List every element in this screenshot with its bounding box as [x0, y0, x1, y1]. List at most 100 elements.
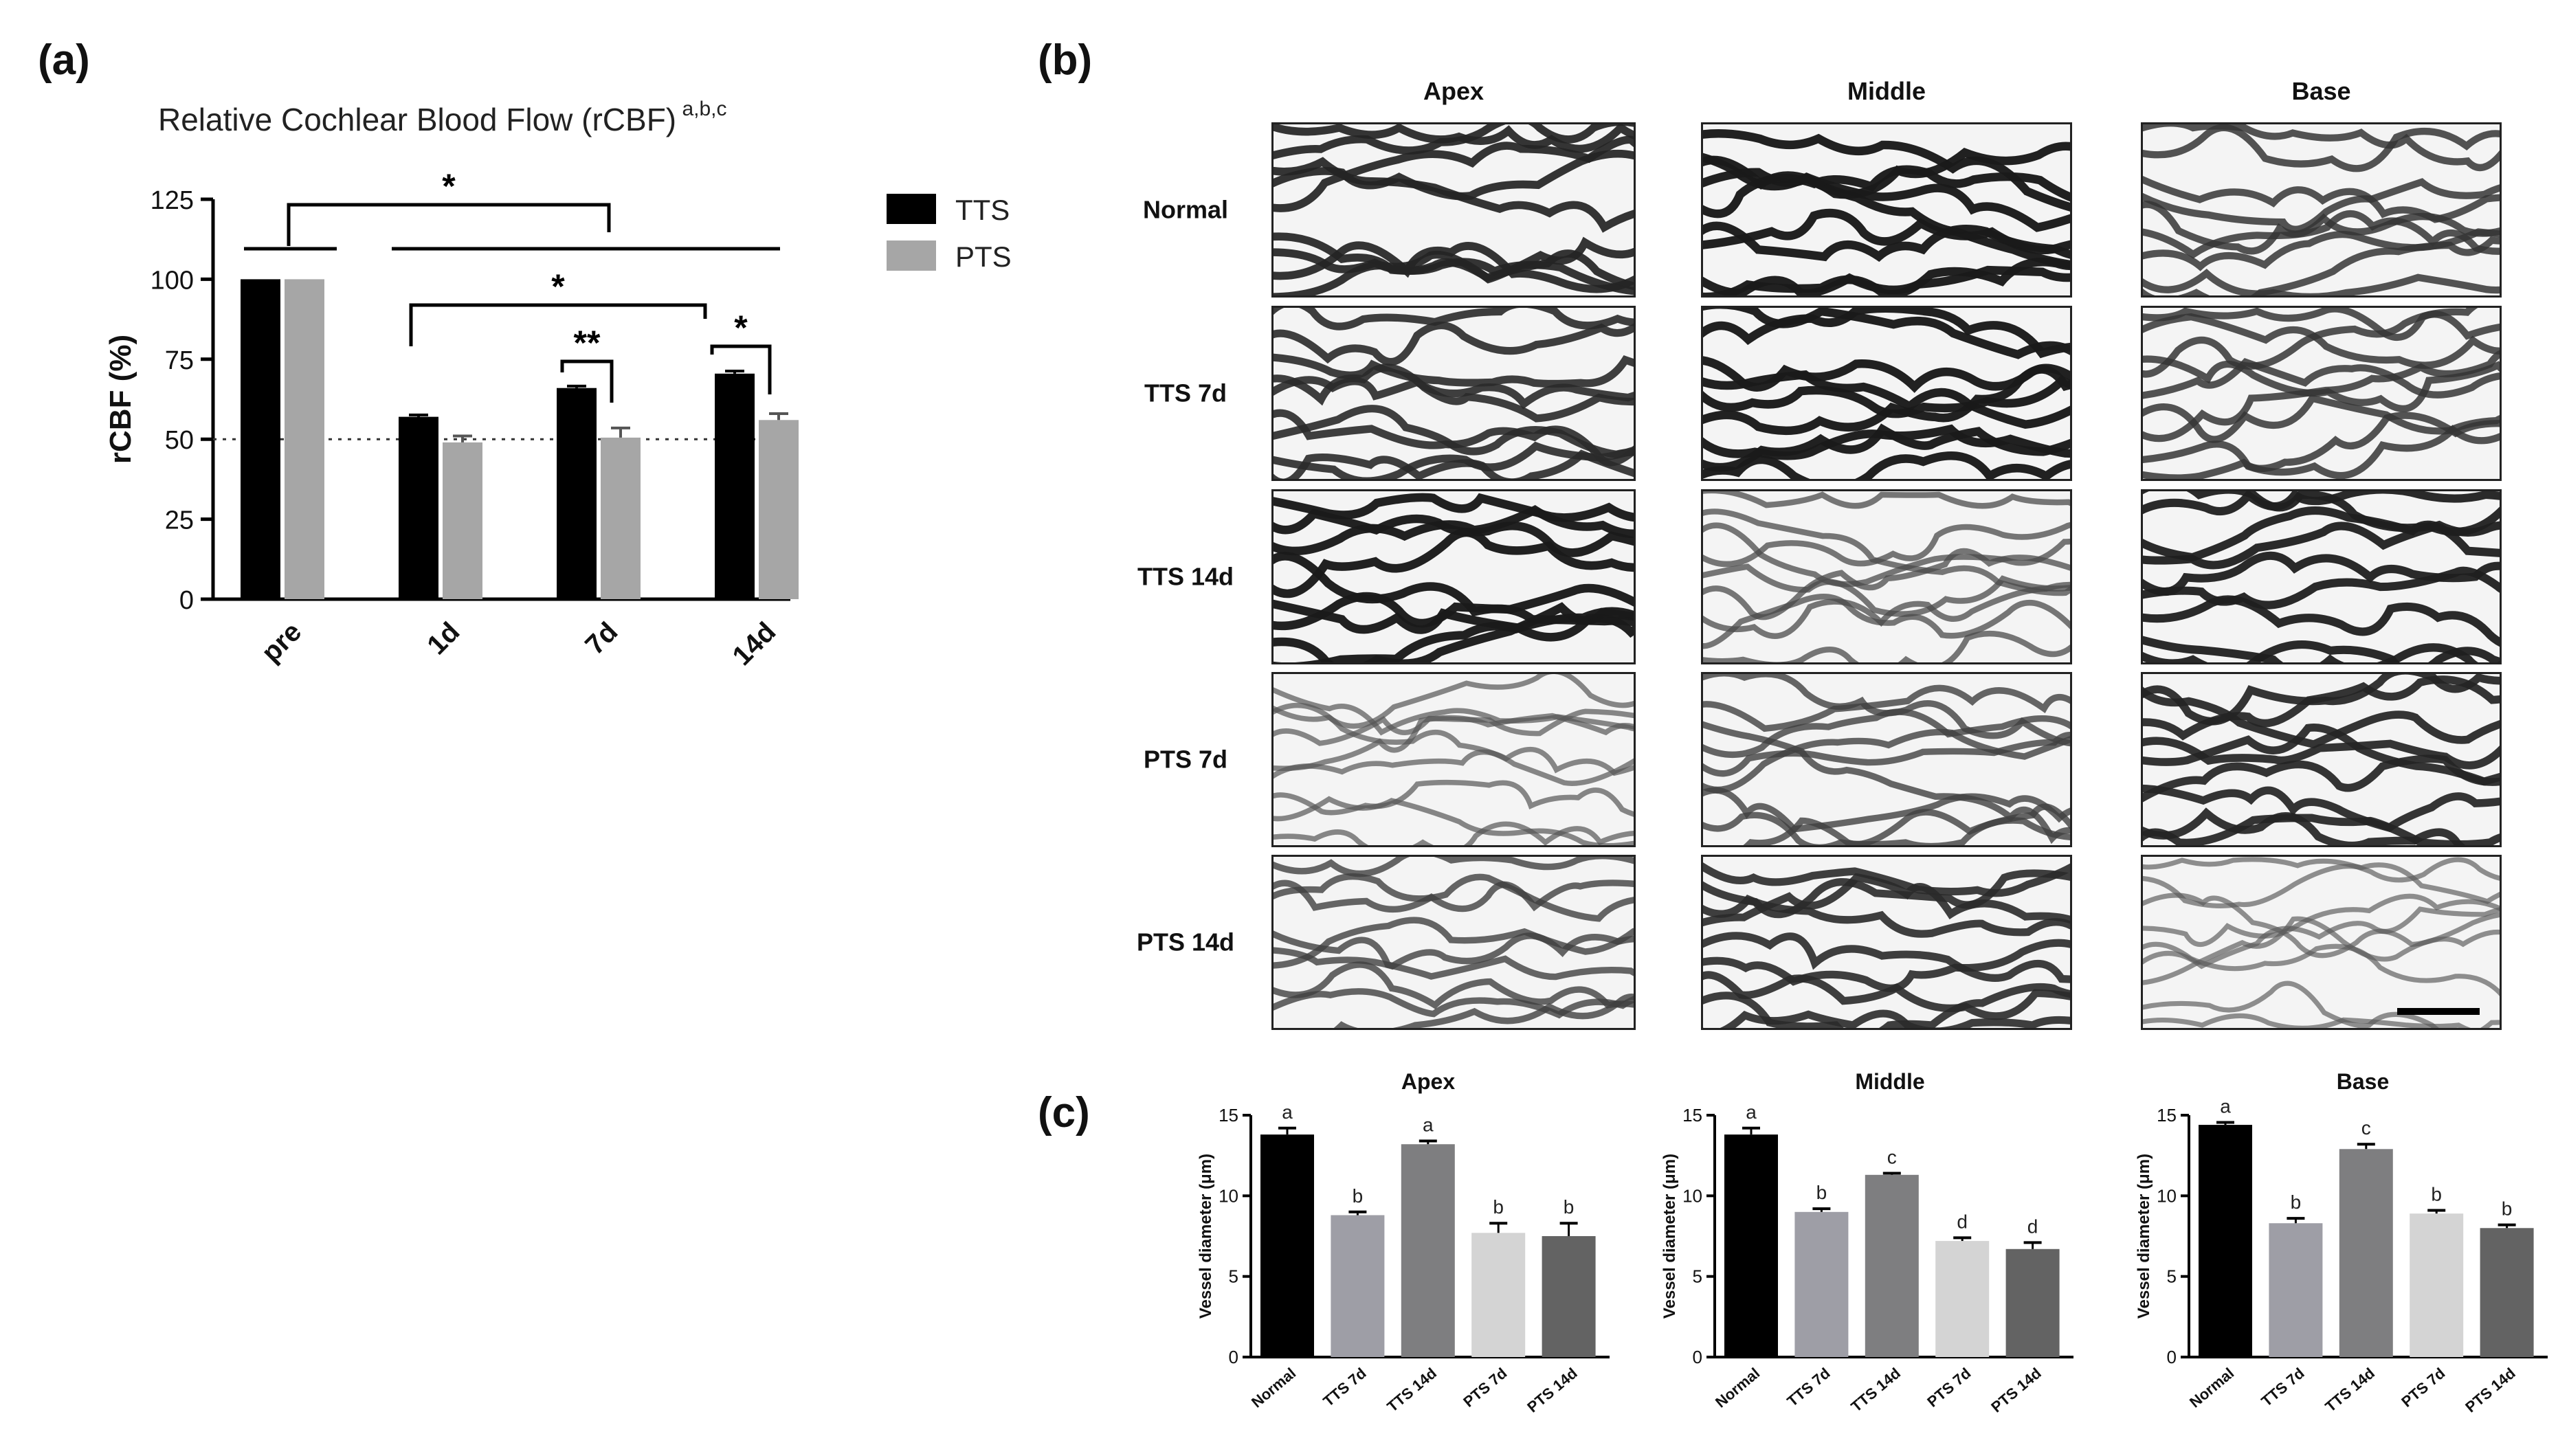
micrograph-vessel [2143, 675, 2500, 741]
chart-a-legend-label: PTS [955, 240, 1012, 273]
micrograph-vessel [1703, 728, 2070, 794]
chart-a-bar-pts [759, 420, 799, 599]
micrograph-vessel [1274, 124, 1634, 153]
micrograph-vessels [2143, 674, 2500, 845]
micrograph-pts-14d-base [2141, 855, 2502, 1030]
chart-a-bar-tts [241, 279, 280, 599]
micrograph-column-label: Apex [1423, 77, 1484, 105]
chart-a-legend-swatch-pts [887, 240, 936, 271]
micrograph-vessel [1274, 779, 1634, 817]
chart-c-xtick-label: PTS 14d [1988, 1365, 2045, 1416]
micrograph-vessel [2143, 520, 2500, 570]
chart-c-bar [2410, 1213, 2464, 1357]
micrograph-vessel [1703, 308, 2070, 359]
micrograph-vessel [1703, 811, 2070, 845]
micrograph-vessel [1274, 241, 1634, 293]
micrograph-vessel [1703, 787, 2070, 833]
micrograph-vessel [1274, 702, 1634, 786]
chart-c-xtick-label: Normal [2186, 1365, 2237, 1411]
micrograph-tts-14d-apex [1271, 489, 1636, 664]
micrograph-vessel [1274, 308, 1634, 331]
micrograph-vessels [2143, 308, 2500, 479]
micrograph-vessel [1703, 522, 2070, 568]
chart-a-ytick-label: 100 [151, 266, 194, 295]
chart-a-ytick-label: 75 [165, 346, 194, 375]
chart-c-ylabel: Vessel diameter (μm) [1197, 1154, 1215, 1319]
micrograph-vessel [2143, 893, 2500, 959]
micrograph-vessel [1703, 365, 2070, 436]
micrograph-vessel [1274, 135, 1634, 212]
micrograph-vessel [1274, 988, 1634, 1019]
chart-c-significance-letter: a [2220, 1096, 2231, 1117]
chart-c-bar [1794, 1211, 1849, 1357]
micrograph-vessels [2143, 857, 2500, 1028]
chart-c-significance-letter: b [2502, 1198, 2513, 1220]
chart-c-base: Base 0 5 10 15 Vessel diameter (μm) a Normal b TT… [2135, 1069, 2548, 1416]
chart-a-significance-label: * [551, 267, 565, 306]
micrograph-vessel [2143, 308, 2500, 341]
chart-c-xtick-label: PTS 7d [1460, 1365, 1510, 1411]
chart-c-significance-letter: b [1493, 1196, 1504, 1218]
micrograph-vessel [2143, 176, 2500, 223]
chart-c-significance-letter: c [2361, 1117, 2371, 1139]
micrograph-row-label: TTS 14d [1137, 563, 1234, 591]
chart-a-significance-label: * [442, 167, 456, 205]
micrograph-vessel [2143, 784, 2500, 833]
chart-a-significance-bracket [560, 359, 614, 403]
micrograph-pts-7d-base [2141, 672, 2502, 847]
chart-c-xtick-label: TTS 7d [1320, 1365, 1369, 1410]
chart-c-xtick-label: TTS 7d [2258, 1365, 2307, 1410]
micrograph-vessel [1274, 528, 1634, 598]
micrograph-vessel [1274, 932, 1634, 970]
micrograph-vessel [1274, 449, 1634, 479]
micrograph-vessel [1274, 232, 1634, 295]
micrograph-vessel [1703, 708, 2070, 759]
chart-a-significance-bracket [409, 303, 707, 346]
chart-c-ytick-label: 15 [1682, 1105, 1702, 1125]
micrograph-vessel [1274, 713, 1634, 772]
micrograph-tts-7d-middle [1701, 306, 2072, 481]
micrograph-vessel [2143, 236, 2500, 295]
micrograph-tts-7d-base [2141, 306, 2502, 481]
chart-c-significance-letter: d [2027, 1216, 2038, 1237]
micrograph-vessel [1274, 583, 1634, 631]
chart-c-title: Middle [1855, 1069, 1924, 1094]
chart-c-ytick-label: 15 [2157, 1105, 2177, 1125]
micrograph-pts-14d-apex [1271, 855, 1636, 1030]
micrograph-vessel [1703, 1009, 2070, 1028]
micrograph-vessel [1703, 153, 2070, 232]
micrograph-vessel [2143, 941, 2500, 996]
chart-c-bar [2269, 1223, 2323, 1357]
micrograph-vessel [2143, 862, 2500, 908]
micrograph-vessel [1274, 236, 1634, 295]
chart-a-title: Relative Cochlear Blood Flow (rCBF) a,b,… [158, 98, 727, 137]
micrograph-tts-14d-middle [1701, 489, 2072, 664]
micrograph-vessel [1274, 599, 1634, 642]
chart-c-apex: Apex 0 5 10 15 Vessel diameter (μm) a Normal b TT… [1197, 1069, 1610, 1416]
micrograph-vessel [2143, 754, 2500, 803]
chart-a-bar-tts [399, 416, 438, 599]
chart-c-bar [1724, 1134, 1778, 1357]
chart-c-xtick-label: PTS 14d [1524, 1365, 1581, 1416]
chart-c-ylabel: Vessel diameter (μm) [1660, 1154, 1679, 1319]
chart-c-ytick-label: 5 [1693, 1266, 1702, 1287]
chart-c-xtick-label: Normal [1712, 1365, 1763, 1411]
chart-a-xtick-label: 14d [727, 616, 782, 671]
micrograph-vessel [1743, 803, 2070, 845]
micrograph-vessels [1703, 491, 2070, 662]
micrograph-vessel [1274, 607, 1634, 662]
chart-a: Relative Cochlear Blood Flow (rCBF) a,b,… [104, 98, 1012, 671]
chart-c-xtick-label: PTS 7d [1924, 1365, 1974, 1411]
chart-a-xtick-label: 1d [421, 616, 465, 660]
chart-c-xtick-label: TTS 7d [1783, 1365, 1833, 1410]
chart-c-ytick-label: 5 [1229, 1266, 1238, 1287]
chart-a-bar-pts [285, 279, 324, 599]
micrograph-vessel [2143, 350, 2500, 443]
micrograph-vessel [2143, 551, 2500, 596]
micrograph-tts-14d-base [2141, 489, 2502, 664]
chart-c-xtick-label: TTS 14d [1383, 1365, 1440, 1415]
micrograph-vessel [1274, 708, 1634, 746]
micrograph-column-label: Base [2291, 77, 2350, 105]
micrograph-vessel [2143, 491, 2500, 516]
micrograph-vessel [1703, 971, 2070, 1020]
